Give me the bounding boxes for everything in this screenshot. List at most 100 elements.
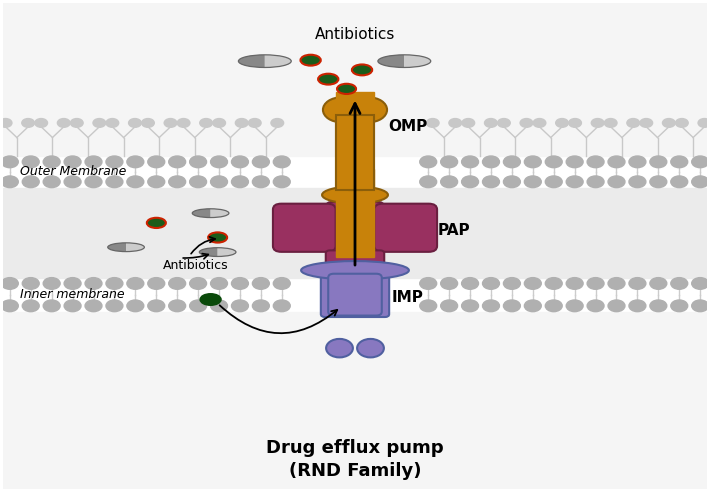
Circle shape [640,119,652,127]
Circle shape [148,300,165,311]
Circle shape [164,119,177,127]
Ellipse shape [352,64,372,75]
Circle shape [43,300,60,311]
Circle shape [271,119,283,127]
Circle shape [591,119,604,127]
Circle shape [169,300,185,311]
Polygon shape [239,55,265,67]
Circle shape [231,277,248,289]
Circle shape [545,277,562,289]
Circle shape [503,156,520,168]
Circle shape [148,277,165,289]
Circle shape [211,300,227,311]
Circle shape [629,277,646,289]
Polygon shape [336,115,374,190]
Circle shape [483,156,499,168]
Circle shape [608,176,625,187]
Text: Antibiotics: Antibiotics [315,27,395,42]
Circle shape [462,156,479,168]
Circle shape [483,277,499,289]
Circle shape [449,119,462,127]
FancyBboxPatch shape [326,250,384,285]
Circle shape [211,176,227,187]
Circle shape [178,119,190,127]
Circle shape [650,277,667,289]
Circle shape [698,119,710,127]
Text: Antibiotics: Antibiotics [163,259,229,273]
Circle shape [566,277,583,289]
Circle shape [43,176,60,187]
Circle shape [70,119,83,127]
Ellipse shape [323,97,359,122]
Circle shape [692,176,709,187]
Circle shape [106,300,123,311]
Circle shape [1,176,18,187]
Circle shape [200,119,212,127]
Circle shape [231,176,248,187]
Circle shape [671,277,688,289]
Circle shape [22,156,39,168]
Circle shape [253,300,269,311]
Text: OMP: OMP [388,120,427,134]
Ellipse shape [208,232,227,243]
Circle shape [483,176,499,187]
Circle shape [545,300,562,311]
Circle shape [43,156,60,168]
Circle shape [545,176,562,187]
Circle shape [441,156,457,168]
FancyBboxPatch shape [327,202,383,258]
Circle shape [503,277,520,289]
Circle shape [85,176,102,187]
Polygon shape [336,115,374,190]
Text: Outer Membrane: Outer Membrane [21,165,127,178]
Circle shape [64,277,81,289]
Circle shape [190,176,207,187]
Circle shape [22,176,39,187]
Circle shape [608,300,625,311]
Circle shape [106,119,119,127]
Circle shape [566,156,583,168]
Ellipse shape [351,97,387,122]
Polygon shape [265,55,291,67]
Circle shape [58,119,70,127]
Circle shape [692,156,709,168]
Circle shape [462,277,479,289]
Circle shape [231,156,248,168]
Circle shape [587,156,604,168]
Circle shape [127,300,144,311]
Ellipse shape [300,55,321,65]
Text: (RND Family): (RND Family) [289,461,421,480]
Circle shape [231,300,248,311]
Circle shape [462,300,479,311]
Circle shape [22,300,39,311]
Circle shape [420,300,437,311]
Circle shape [35,119,48,127]
Circle shape [483,300,499,311]
FancyBboxPatch shape [321,270,389,317]
Circle shape [22,277,39,289]
Circle shape [141,119,154,127]
Circle shape [692,277,709,289]
Circle shape [556,119,569,127]
Circle shape [671,300,688,311]
Ellipse shape [200,294,221,305]
Circle shape [650,156,667,168]
Circle shape [93,119,106,127]
Circle shape [503,176,520,187]
Circle shape [273,277,290,289]
Circle shape [248,119,261,127]
Circle shape [129,119,141,127]
Bar [336,92,374,117]
Circle shape [169,176,185,187]
Circle shape [190,277,207,289]
Circle shape [420,277,437,289]
Polygon shape [108,243,126,251]
Circle shape [627,119,640,127]
Circle shape [604,119,617,127]
Polygon shape [211,209,229,217]
Circle shape [608,156,625,168]
Circle shape [587,176,604,187]
Polygon shape [126,243,144,251]
FancyBboxPatch shape [328,274,382,315]
Circle shape [692,300,709,311]
